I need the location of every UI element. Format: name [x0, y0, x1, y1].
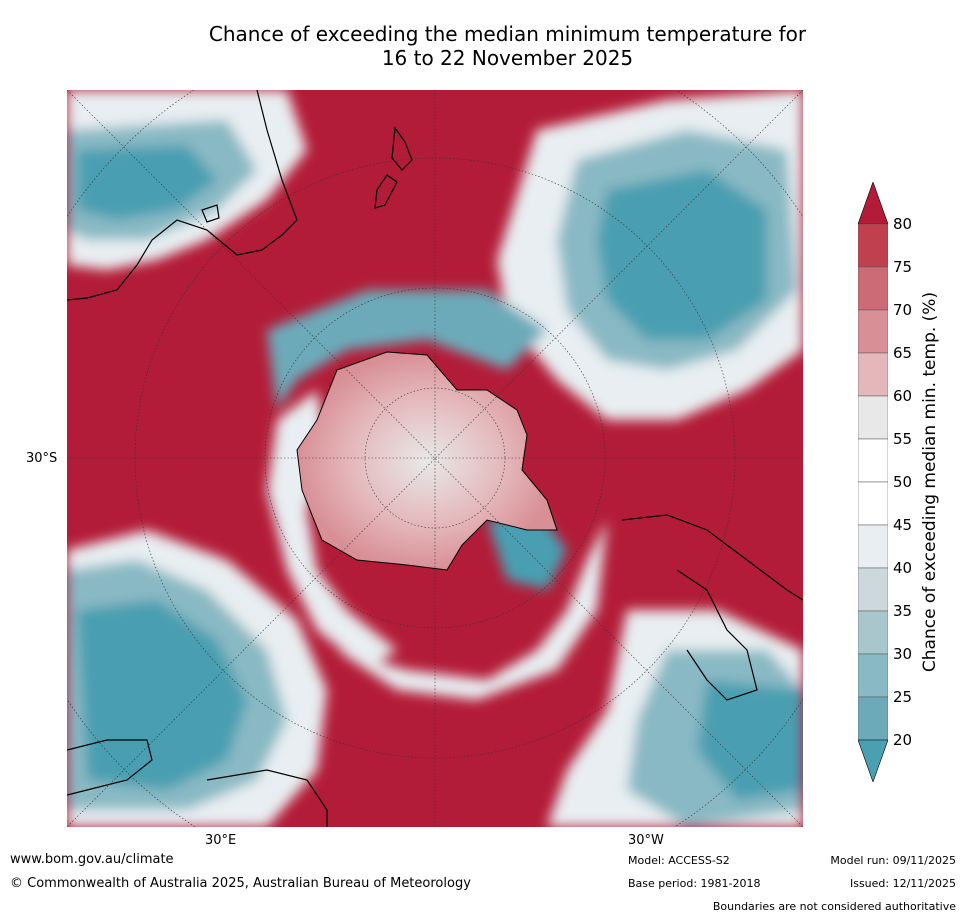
- colorbar-band-45-50: [858, 482, 888, 525]
- boundaries-disclaimer: Boundaries are not considered authoritat…: [713, 900, 956, 913]
- colorbar-tick-label: 45: [893, 516, 912, 534]
- model-name: Model: ACCESS-S2: [628, 854, 730, 867]
- base-period: Base period: 1981-2018: [628, 877, 760, 890]
- colorbar-band-30-35: [858, 611, 888, 654]
- colorbar-band-75-80: [858, 224, 888, 267]
- colorbar-band-55-60: [858, 396, 888, 439]
- colorbar-tick-label: 30: [893, 645, 912, 663]
- colorbar-band-50-55: [858, 439, 888, 482]
- colorbar-tick-label: 75: [893, 258, 912, 276]
- issued-date: Issued: 12/11/2025: [850, 877, 956, 890]
- colorbar-tick-label: 25: [893, 688, 912, 706]
- longitude-label-30e: 30°E: [205, 833, 236, 848]
- longitude-label-30w: 30°W: [628, 833, 664, 848]
- title-line-1: Chance of exceeding the median minimum t…: [150, 22, 865, 46]
- colorbar-tick-label: 50: [893, 473, 912, 491]
- colorbar-title: Chance of exceeding median min. temp. (%…: [920, 252, 940, 712]
- colorbar-band-70-75: [858, 267, 888, 310]
- colorbar-tick-label: 65: [893, 344, 912, 362]
- colorbar-tick-label: 70: [893, 301, 912, 319]
- probability-map: [67, 90, 803, 827]
- colorbar-band-20-25: [858, 697, 888, 740]
- colorbar-under-arrow: [858, 740, 888, 782]
- copyright-text: © Commonwealth of Australia 2025, Austra…: [10, 876, 471, 891]
- colorbar-tick-label: 20: [893, 731, 912, 749]
- model-run-date: Model run: 09/11/2025: [830, 854, 956, 867]
- colorbar-band-35-40: [858, 568, 888, 611]
- website-link[interactable]: www.bom.gov.au/climate: [10, 852, 174, 867]
- colorbar-tick-label: 80: [893, 215, 912, 233]
- map-title: Chance of exceeding the median minimum t…: [150, 22, 865, 70]
- colorbar-over-arrow: [858, 182, 888, 224]
- title-line-2: 16 to 22 November 2025: [150, 46, 865, 70]
- colorbar-tick-label: 60: [893, 387, 912, 405]
- colorbar-tick-label: 35: [893, 602, 912, 620]
- colorbar-band-65-70: [858, 310, 888, 353]
- colorbar: [858, 182, 888, 782]
- latitude-label-30s: 30°S: [26, 451, 57, 466]
- map-canvas: [67, 90, 803, 827]
- colorbar-tick-label: 55: [893, 430, 912, 448]
- colorbar-band-60-65: [858, 353, 888, 396]
- colorbar-band-25-30: [858, 654, 888, 697]
- colorbar-band-40-45: [858, 525, 888, 568]
- colorbar-tick-label: 40: [893, 559, 912, 577]
